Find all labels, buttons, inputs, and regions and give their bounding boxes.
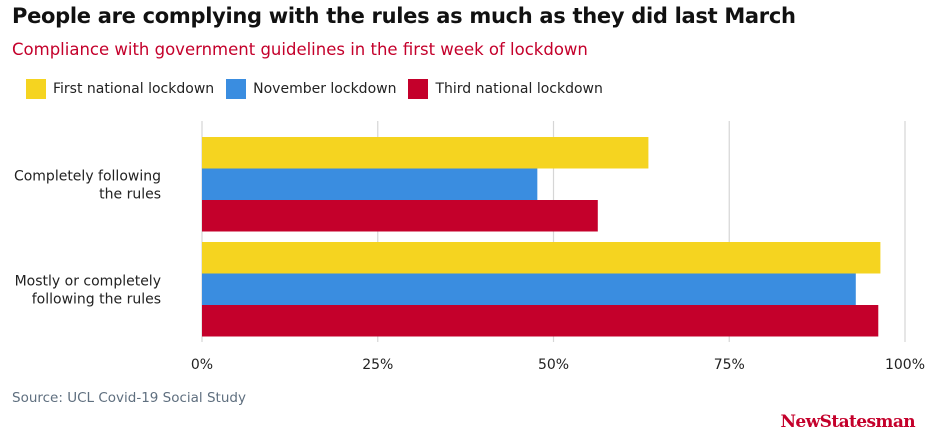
chart-title: People are complying with the rules as m… (12, 4, 796, 28)
legend-swatch (226, 79, 247, 99)
bar (202, 305, 879, 337)
x-tick-label: 50% (538, 357, 569, 373)
category-label: Completely following the rules (14, 168, 161, 202)
legend-label: First national lockdown (53, 81, 215, 97)
x-tick-label: 100% (885, 357, 925, 373)
category-label: Mostly or completely following the rules (15, 273, 161, 307)
legend-label: Third national lockdown (435, 81, 603, 97)
legend-item-november-lockdown: November lockdown (226, 79, 396, 99)
x-tick-label: 25% (362, 357, 393, 373)
legend-swatch (408, 79, 429, 99)
bar (202, 168, 538, 200)
source-note: Source: UCL Covid-19 Social Study (12, 390, 246, 406)
x-tick-label: 75% (714, 357, 745, 373)
legend-item-third-lockdown: Third national lockdown (408, 79, 603, 99)
legend-swatch (26, 79, 46, 99)
bar (202, 273, 856, 305)
bar (202, 137, 649, 169)
bar (202, 200, 598, 232)
bar (202, 242, 881, 274)
chart-subtitle: Compliance with government guidelines in… (12, 40, 588, 59)
legend-item-first-lockdown: First national lockdown (26, 79, 214, 99)
legend: First national lockdown November lockdow… (26, 79, 615, 99)
x-tick-label: 0% (191, 357, 213, 373)
legend-label: November lockdown (253, 81, 397, 97)
brand-logo: NewStatesman (780, 412, 915, 432)
